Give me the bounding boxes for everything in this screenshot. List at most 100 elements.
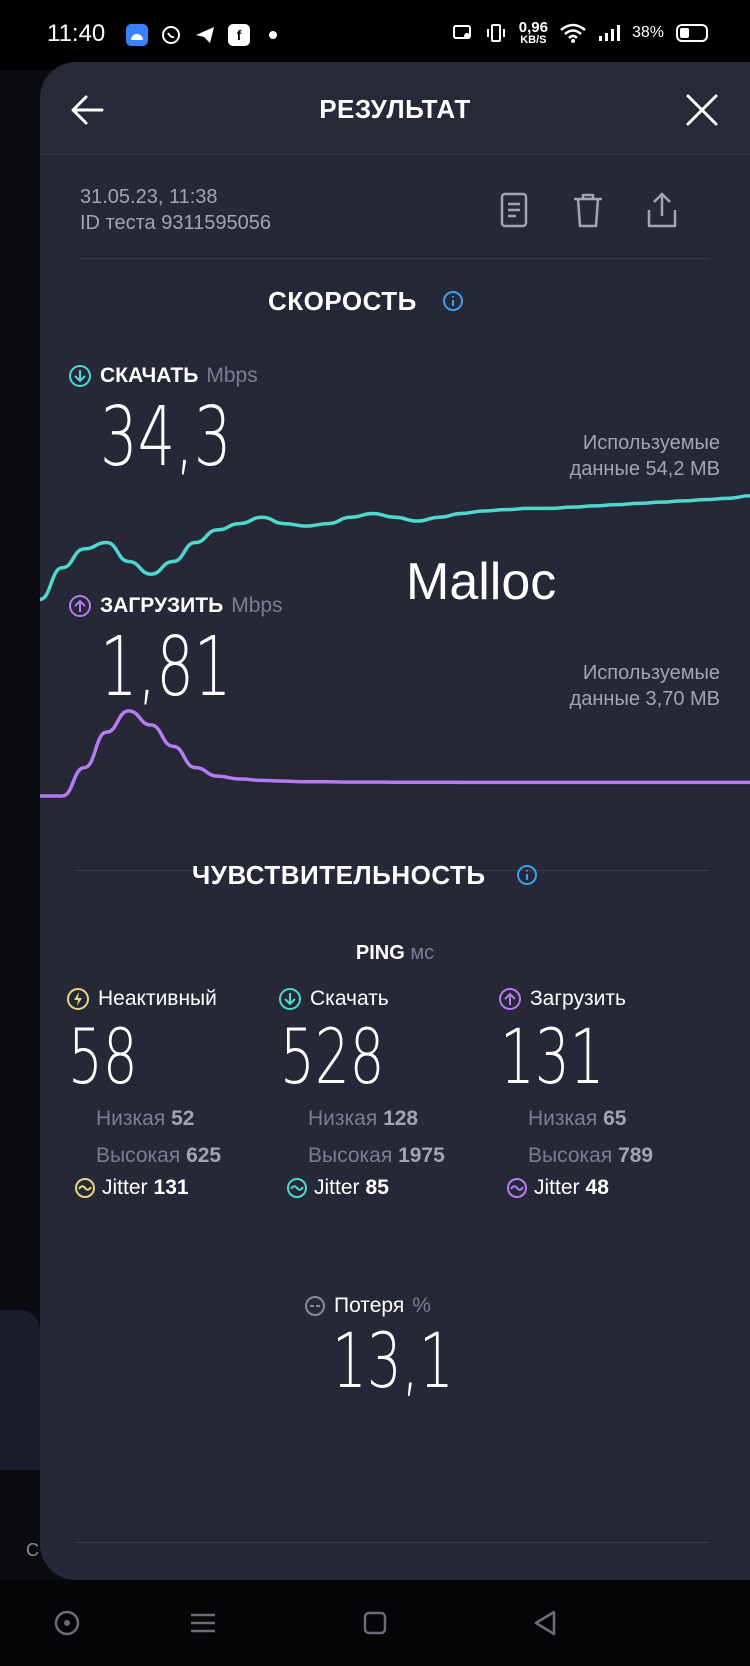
net-speed-unit: KB/S: [520, 34, 547, 46]
upload-icon: [69, 595, 91, 617]
facebook-icon: f: [228, 24, 250, 46]
info-icon[interactable]: [516, 864, 538, 886]
upload-text: ЗАГРУЗИТЬ: [100, 594, 224, 617]
close-icon[interactable]: [680, 88, 724, 132]
telegram-icon: [194, 24, 216, 46]
wave-icon: [75, 1178, 95, 1198]
download-icon: [69, 365, 91, 387]
upload-unit: Mbps: [231, 594, 283, 617]
download-used-data: Используемые данные 54,2 MB: [570, 430, 720, 482]
navigation-bar: [0, 1580, 750, 1666]
ping-column-upload: Загрузить 131 Низкая 65 Высокая 789: [498, 984, 698, 1174]
jitter-value: 131: [153, 1176, 189, 1199]
document-icon[interactable]: [496, 190, 532, 230]
jitter-upload: Jitter 48: [506, 1176, 609, 1200]
info-icon[interactable]: [442, 290, 464, 312]
high-value: 789: [618, 1144, 654, 1167]
home-icon[interactable]: [360, 1608, 390, 1638]
meta-divider: [80, 258, 710, 259]
ping-low: Низкая 65: [498, 1100, 698, 1137]
upload-used-label: Используемые: [582, 662, 720, 684]
notification-icons: f: [126, 24, 284, 46]
recent-apps-icon[interactable]: [52, 1608, 82, 1638]
test-id: ID теста 9311595056: [80, 212, 271, 234]
low-value: 128: [383, 1107, 419, 1130]
ping-col-label: Загрузить: [530, 987, 626, 1010]
upload-label: ЗАГРУЗИТЬ Mbps: [68, 594, 283, 618]
high-label: Высокая: [96, 1144, 181, 1167]
bolt-icon: [67, 988, 89, 1010]
low-value: 52: [171, 1107, 195, 1130]
ping-label: PING: [355, 942, 405, 964]
jitter-label: Jitter: [314, 1176, 360, 1199]
low-label: Низкая: [96, 1107, 166, 1130]
download-text: СКАЧАТЬ: [100, 364, 199, 387]
upload-series-line: [40, 709, 750, 798]
high-label: Высокая: [528, 1144, 613, 1167]
upload-chart: [40, 709, 750, 798]
ping-head: Загрузить: [498, 984, 698, 1014]
upload-icon: [499, 988, 521, 1010]
download-icon: [279, 988, 301, 1010]
upload-used-data: Используемые данные 3,70 MB: [570, 660, 720, 712]
low-label: Низкая: [528, 1107, 598, 1130]
low-value: 65: [603, 1107, 627, 1130]
speed-title: СКОРОСТЬ: [268, 286, 417, 316]
low-label: Низкая: [308, 1107, 378, 1130]
download-label: СКАЧАТЬ Mbps: [68, 364, 258, 388]
back-icon[interactable]: [530, 1608, 560, 1638]
upload-value: 1,81: [100, 620, 232, 715]
responsiveness-title: ЧУВСТВИТЕЛЬНОСТЬ: [192, 860, 486, 890]
jitter-value: 48: [585, 1176, 609, 1199]
wave-icon: [507, 1178, 527, 1198]
ping-col-label: Неактивный: [98, 987, 217, 1010]
dot-icon: [262, 24, 284, 46]
high-value: 1975: [398, 1144, 445, 1167]
battery-level: [680, 28, 690, 38]
background-text: С: [26, 1540, 39, 1560]
ping-title: PING мс: [40, 942, 750, 965]
ping-column-idle: Неактивный 58 Низкая 52 Высокая 625: [66, 984, 266, 1174]
background-card: [0, 1310, 40, 1470]
arrow-left-icon[interactable]: [66, 88, 110, 132]
status-bar: 11:40 f 0,96 KB/S 38%: [0, 0, 750, 70]
ping-column-download: Скачать 528 Низкая 128 Высокая 1975: [278, 984, 478, 1174]
ping-head: Скачать: [278, 984, 478, 1014]
upload-used-value: данные 3,70 MB: [569, 688, 720, 710]
page-title: РЕЗУЛЬТАТ: [319, 94, 471, 124]
signal-icon: [598, 25, 620, 41]
jitter-label: Jitter: [534, 1176, 580, 1199]
watermark: Malloc: [406, 553, 557, 611]
download-series-line: [40, 494, 750, 602]
speed-divider: [76, 870, 710, 871]
header-divider: [40, 154, 750, 155]
jitter-value: 85: [365, 1176, 389, 1199]
jitter-download: Jitter 85: [286, 1176, 389, 1200]
download-used-label: Используемые: [582, 432, 720, 454]
test-date: 31.05.23, 11:38: [80, 186, 218, 208]
loss-label: Потеря %: [304, 1294, 431, 1318]
net-speed: 0,96 KB/S: [519, 20, 548, 46]
loss-icon: [305, 1296, 325, 1316]
high-label: Высокая: [308, 1144, 393, 1167]
wifi-icon: [560, 23, 586, 43]
menu-icon[interactable]: [188, 1608, 218, 1638]
trash-icon[interactable]: [570, 190, 606, 230]
battery-percent: 38%: [631, 24, 664, 41]
ping-head: Неактивный: [66, 984, 266, 1014]
download-chart: [40, 494, 750, 602]
ping-download-value: 528: [280, 1012, 385, 1101]
ping-idle-value: 58: [68, 1012, 138, 1101]
android-icon: [126, 24, 148, 46]
jitter-label: Jitter: [102, 1176, 148, 1199]
ping-low: Низкая 52: [66, 1100, 266, 1137]
download-value: 34,3: [100, 390, 232, 485]
ping-high: Высокая 625: [66, 1137, 266, 1174]
net-speed-value: 0,96: [518, 19, 548, 36]
loss-value: 13,1: [332, 1316, 454, 1405]
share-icon[interactable]: [644, 190, 680, 230]
wave-icon: [287, 1178, 307, 1198]
ping-upload-value: 131: [500, 1012, 605, 1101]
ping-col-label: Скачать: [310, 987, 389, 1010]
bottom-divider: [76, 1542, 710, 1543]
